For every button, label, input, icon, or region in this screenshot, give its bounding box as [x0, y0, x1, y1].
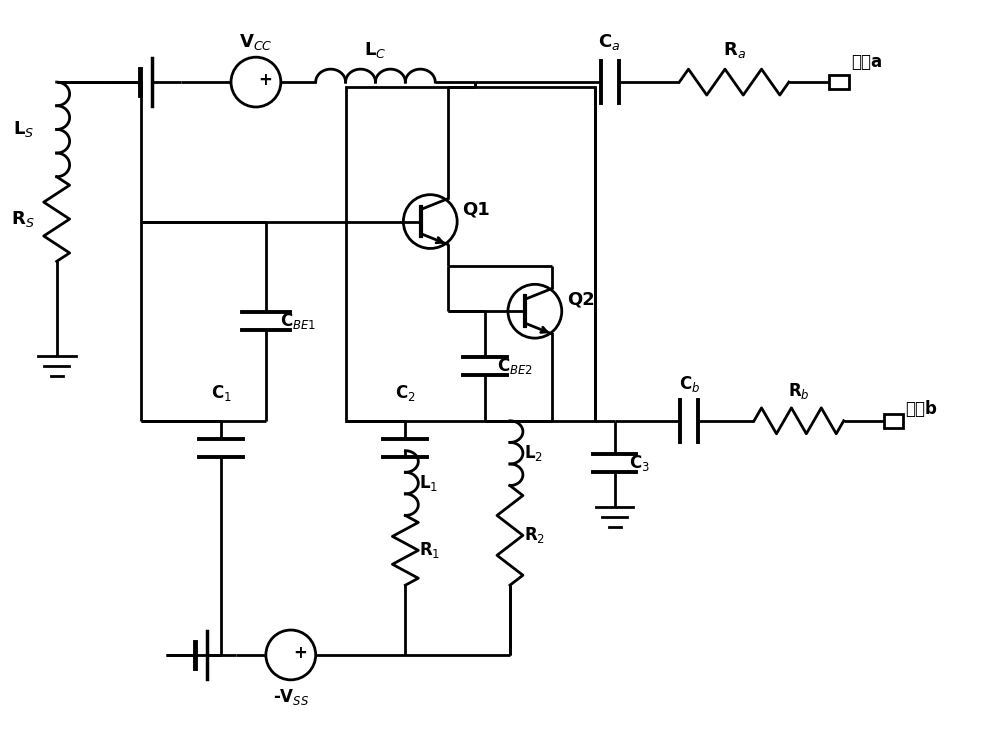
Text: R$_b$: R$_b$ — [788, 381, 810, 401]
Text: C$_{BE1}$: C$_{BE1}$ — [280, 311, 316, 331]
Text: C$_1$: C$_1$ — [211, 383, 231, 403]
Text: L$_1$: L$_1$ — [419, 473, 438, 493]
Text: R$_a$: R$_a$ — [723, 40, 746, 60]
Text: R$_1$: R$_1$ — [419, 540, 441, 560]
Bar — [884, 413, 903, 428]
Text: +: + — [258, 71, 272, 89]
Text: C$_2$: C$_2$ — [395, 383, 416, 403]
Text: R$_2$: R$_2$ — [524, 525, 545, 545]
Text: 端口b: 端口b — [905, 400, 937, 418]
Text: +: + — [293, 644, 307, 662]
Text: C$_{BE2}$: C$_{BE2}$ — [497, 356, 533, 376]
Text: C$_3$: C$_3$ — [629, 453, 649, 473]
Bar — [346, 87, 595, 421]
Text: -V$_{SS}$: -V$_{SS}$ — [273, 687, 309, 707]
Text: V$_{CC}$: V$_{CC}$ — [239, 32, 273, 52]
Text: L$_S$: L$_S$ — [13, 119, 35, 139]
Text: L$_C$: L$_C$ — [364, 40, 387, 60]
Text: C$_b$: C$_b$ — [679, 374, 700, 394]
Text: C$_a$: C$_a$ — [598, 32, 621, 52]
Text: L$_2$: L$_2$ — [524, 443, 543, 463]
Bar — [829, 75, 849, 89]
Text: 端口a: 端口a — [851, 53, 882, 71]
Text: R$_S$: R$_S$ — [11, 209, 35, 229]
Text: Q1: Q1 — [462, 201, 490, 219]
Text: Q2: Q2 — [567, 290, 594, 308]
